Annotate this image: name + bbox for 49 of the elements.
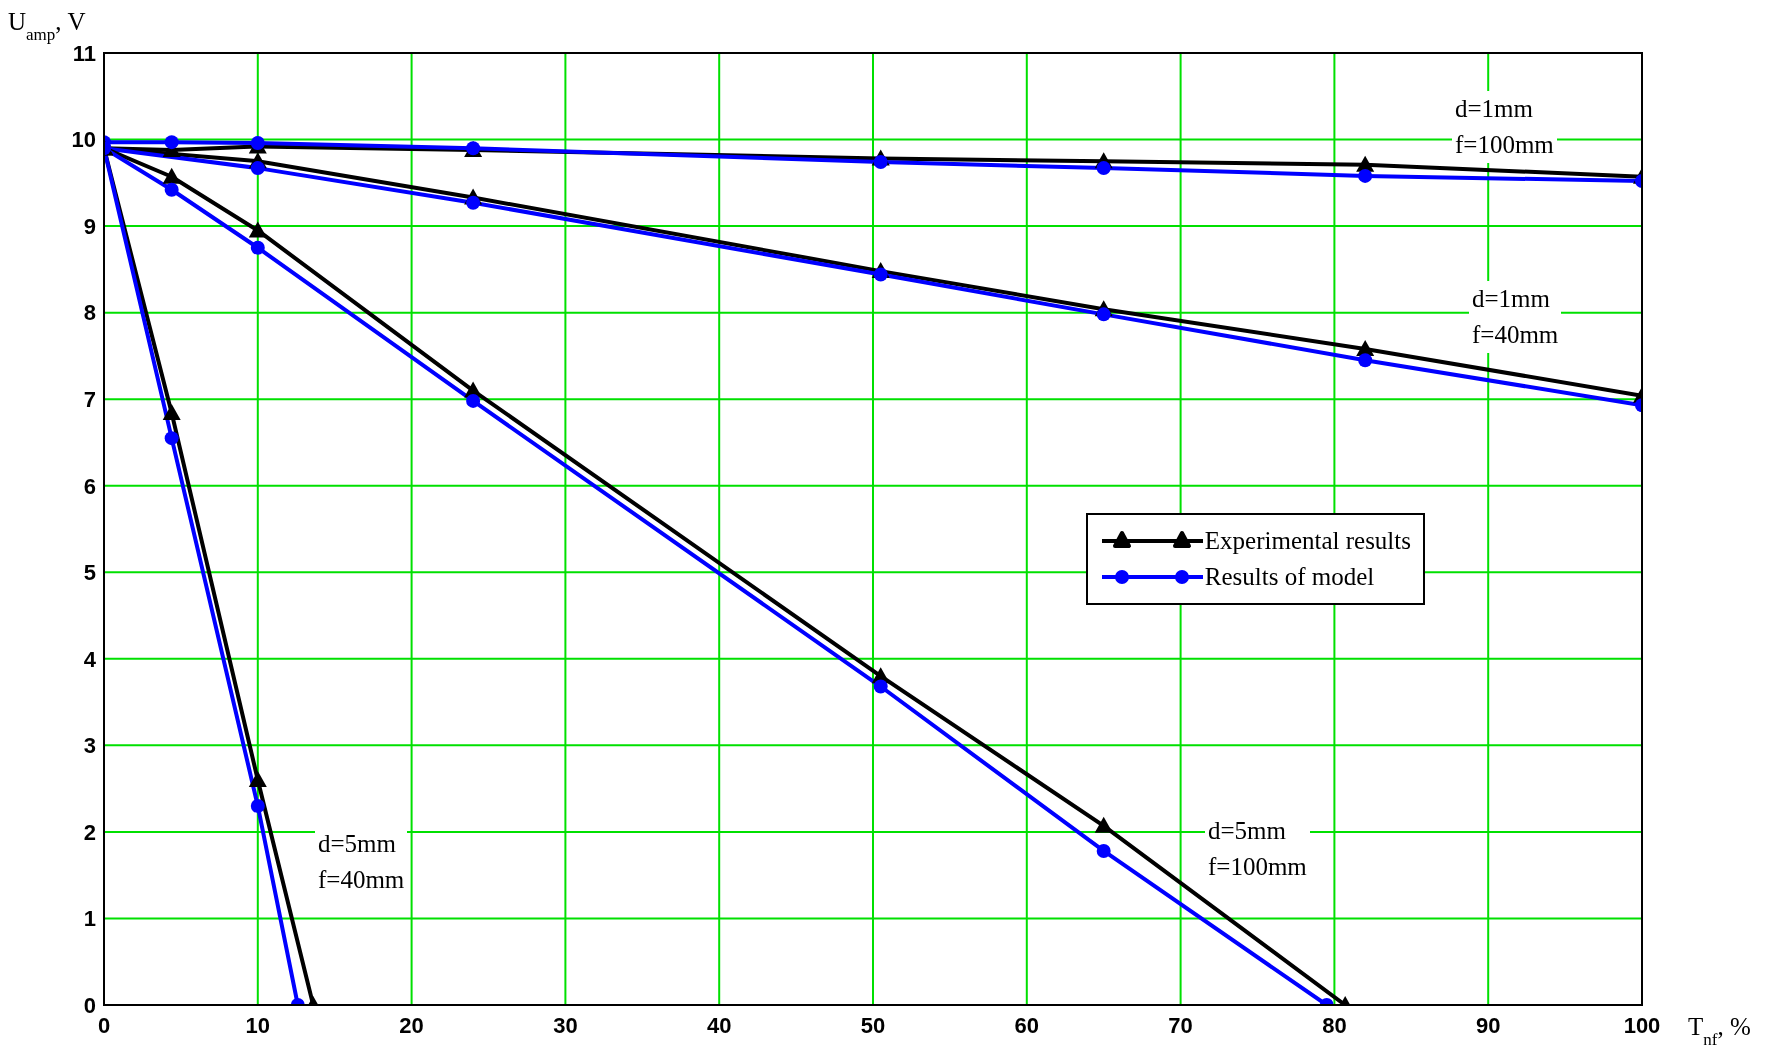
y-tick-label: 9 — [83, 213, 96, 239]
point — [248, 770, 267, 787]
point — [1096, 307, 1111, 322]
point — [250, 161, 265, 176]
x-tick-label: 30 — [553, 1012, 578, 1038]
point — [164, 135, 179, 150]
annotation: d=1mm f=40mm — [1472, 281, 1559, 353]
x-axis-title: T$_{nf}$, % — [1688, 1013, 1751, 1049]
point — [1358, 353, 1373, 368]
x-tick-label: 90 — [1475, 1012, 1501, 1038]
point — [1094, 816, 1113, 833]
y-tick-label: 6 — [83, 473, 96, 499]
annotation: d=5mm f=40mm — [318, 826, 405, 898]
y-tick-label: 7 — [83, 386, 96, 412]
annotation: d=1mm f=100mm — [1455, 91, 1554, 163]
x-tick-label: 20 — [399, 1012, 424, 1038]
y-tick-label: 4 — [83, 646, 97, 672]
point — [466, 393, 481, 408]
point — [873, 155, 888, 170]
y-tick-label: 1 — [83, 906, 96, 932]
point — [1096, 161, 1111, 176]
x-tick-label: 100 — [1623, 1012, 1661, 1038]
legend-label: Experimental results — [1204, 527, 1411, 555]
x-tick-label: 40 — [706, 1012, 732, 1038]
x-tick-label: 50 — [860, 1012, 886, 1038]
y-tick-label: 0 — [83, 992, 96, 1018]
point — [873, 267, 888, 282]
point — [162, 404, 181, 421]
point — [873, 679, 888, 694]
point — [466, 195, 481, 210]
x-tick-label: 70 — [1168, 1012, 1193, 1038]
y-tick-label: 8 — [83, 300, 96, 326]
point — [250, 240, 265, 255]
x-tick-label: 10 — [245, 1012, 271, 1038]
point — [1358, 168, 1373, 183]
point — [248, 221, 267, 238]
legend-label: Results of model — [1204, 563, 1375, 591]
annotation: d=5mm f=100mm — [1208, 813, 1307, 885]
y-tick-label: 10 — [71, 127, 96, 153]
x-tick-label: 60 — [1014, 1012, 1040, 1038]
point — [250, 798, 265, 813]
y-tick-label: 2 — [83, 819, 96, 845]
point — [1096, 843, 1111, 858]
x-tick-label: 80 — [1322, 1012, 1347, 1038]
point — [164, 431, 179, 446]
y-tick-label: 5 — [83, 560, 96, 586]
y-tick-label: 3 — [83, 733, 96, 759]
point — [164, 182, 179, 197]
point — [162, 167, 181, 184]
